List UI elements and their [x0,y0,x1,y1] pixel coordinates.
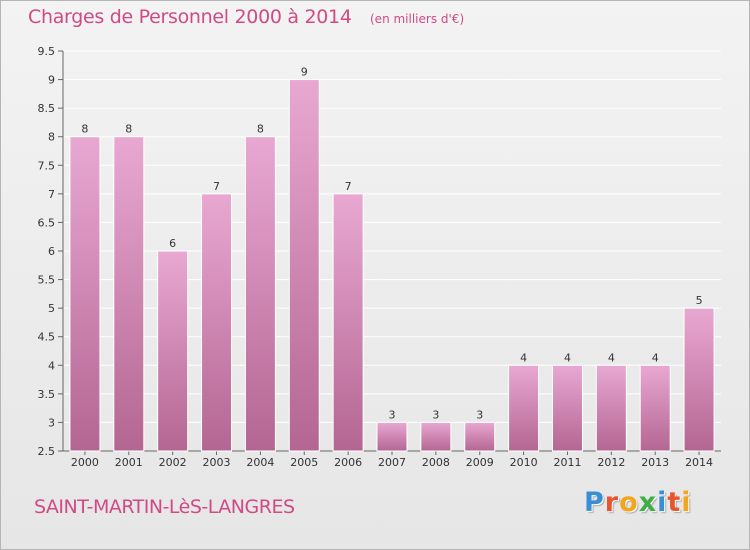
bar [551,364,583,452]
logo-letter: o [619,487,639,518]
data-label: 4 [520,351,527,364]
y-tick-label: 8 [48,131,55,144]
data-label: 8 [125,123,132,136]
y-tick-label: 6.5 [38,216,56,229]
data-label: 4 [652,351,659,364]
bar [464,421,496,452]
logo-letter: i [681,487,692,518]
logo-letter: i [657,487,668,518]
y-tick-label: 2.5 [38,445,56,458]
y-tick-label: 5.5 [38,274,56,287]
data-label: 4 [564,351,571,364]
y-tick-label: 7.5 [38,159,56,172]
y-tick-label: 4 [48,359,55,372]
data-label: 8 [81,123,88,136]
bar [332,193,364,452]
x-tick-label: 2013 [641,456,669,469]
x-tick-label: 2012 [597,456,625,469]
bar [288,79,320,452]
y-tick-label: 9.5 [38,45,56,58]
bar [595,364,627,452]
bar [508,364,540,452]
data-label: 4 [608,351,615,364]
y-tick-label: 6 [48,245,55,258]
data-label: 7 [345,180,352,193]
y-tick-label: 9 [48,74,55,87]
data-label: 3 [432,408,439,421]
bar [201,193,233,452]
x-tick-label: 2008 [422,456,450,469]
chart-subtitle: (en milliers d'€) [370,12,465,26]
x-tick-label: 2005 [290,456,318,469]
y-tick-label: 3.5 [38,388,56,401]
x-tick-label: 2001 [115,456,143,469]
bar [376,421,408,452]
data-label: 8 [257,123,264,136]
x-tick-label: 2003 [203,456,231,469]
proxiti-logo: Proxiti [584,487,692,518]
data-label: 3 [389,408,396,421]
logo-letter: r [604,487,620,518]
x-tick-label: 2007 [378,456,406,469]
bar [244,136,276,452]
x-tick-label: 2010 [510,456,538,469]
x-tick-label: 2002 [159,456,187,469]
bar [683,307,715,452]
x-tick-label: 2009 [466,456,494,469]
place-name: SAINT-MARTIN-LèS-LANGRES [34,496,295,518]
chart-title: Charges de Personnel 2000 à 2014 [28,6,352,28]
y-tick-label: 4.5 [38,331,56,344]
x-tick-label: 2000 [71,456,99,469]
y-tick-label: 3 [48,416,55,429]
data-label: 9 [301,66,308,79]
y-tick-label: 7 [48,188,55,201]
x-tick-label: 2006 [334,456,362,469]
bar [69,136,101,452]
y-tick-label: 5 [48,302,55,315]
data-label: 5 [696,294,703,307]
bar [157,250,189,452]
bar [639,364,671,452]
logo-letter: x [638,487,658,518]
bar [113,136,145,452]
data-label: 3 [476,408,483,421]
x-tick-label: 2014 [685,456,713,469]
bar [420,421,452,452]
logo-letter: P [584,487,605,518]
data-label: 7 [213,180,220,193]
logo-letter: t [667,487,682,518]
data-label: 6 [169,237,176,250]
x-tick-label: 2004 [246,456,274,469]
y-tick-label: 8.5 [38,102,56,115]
x-tick-label: 2011 [553,456,581,469]
